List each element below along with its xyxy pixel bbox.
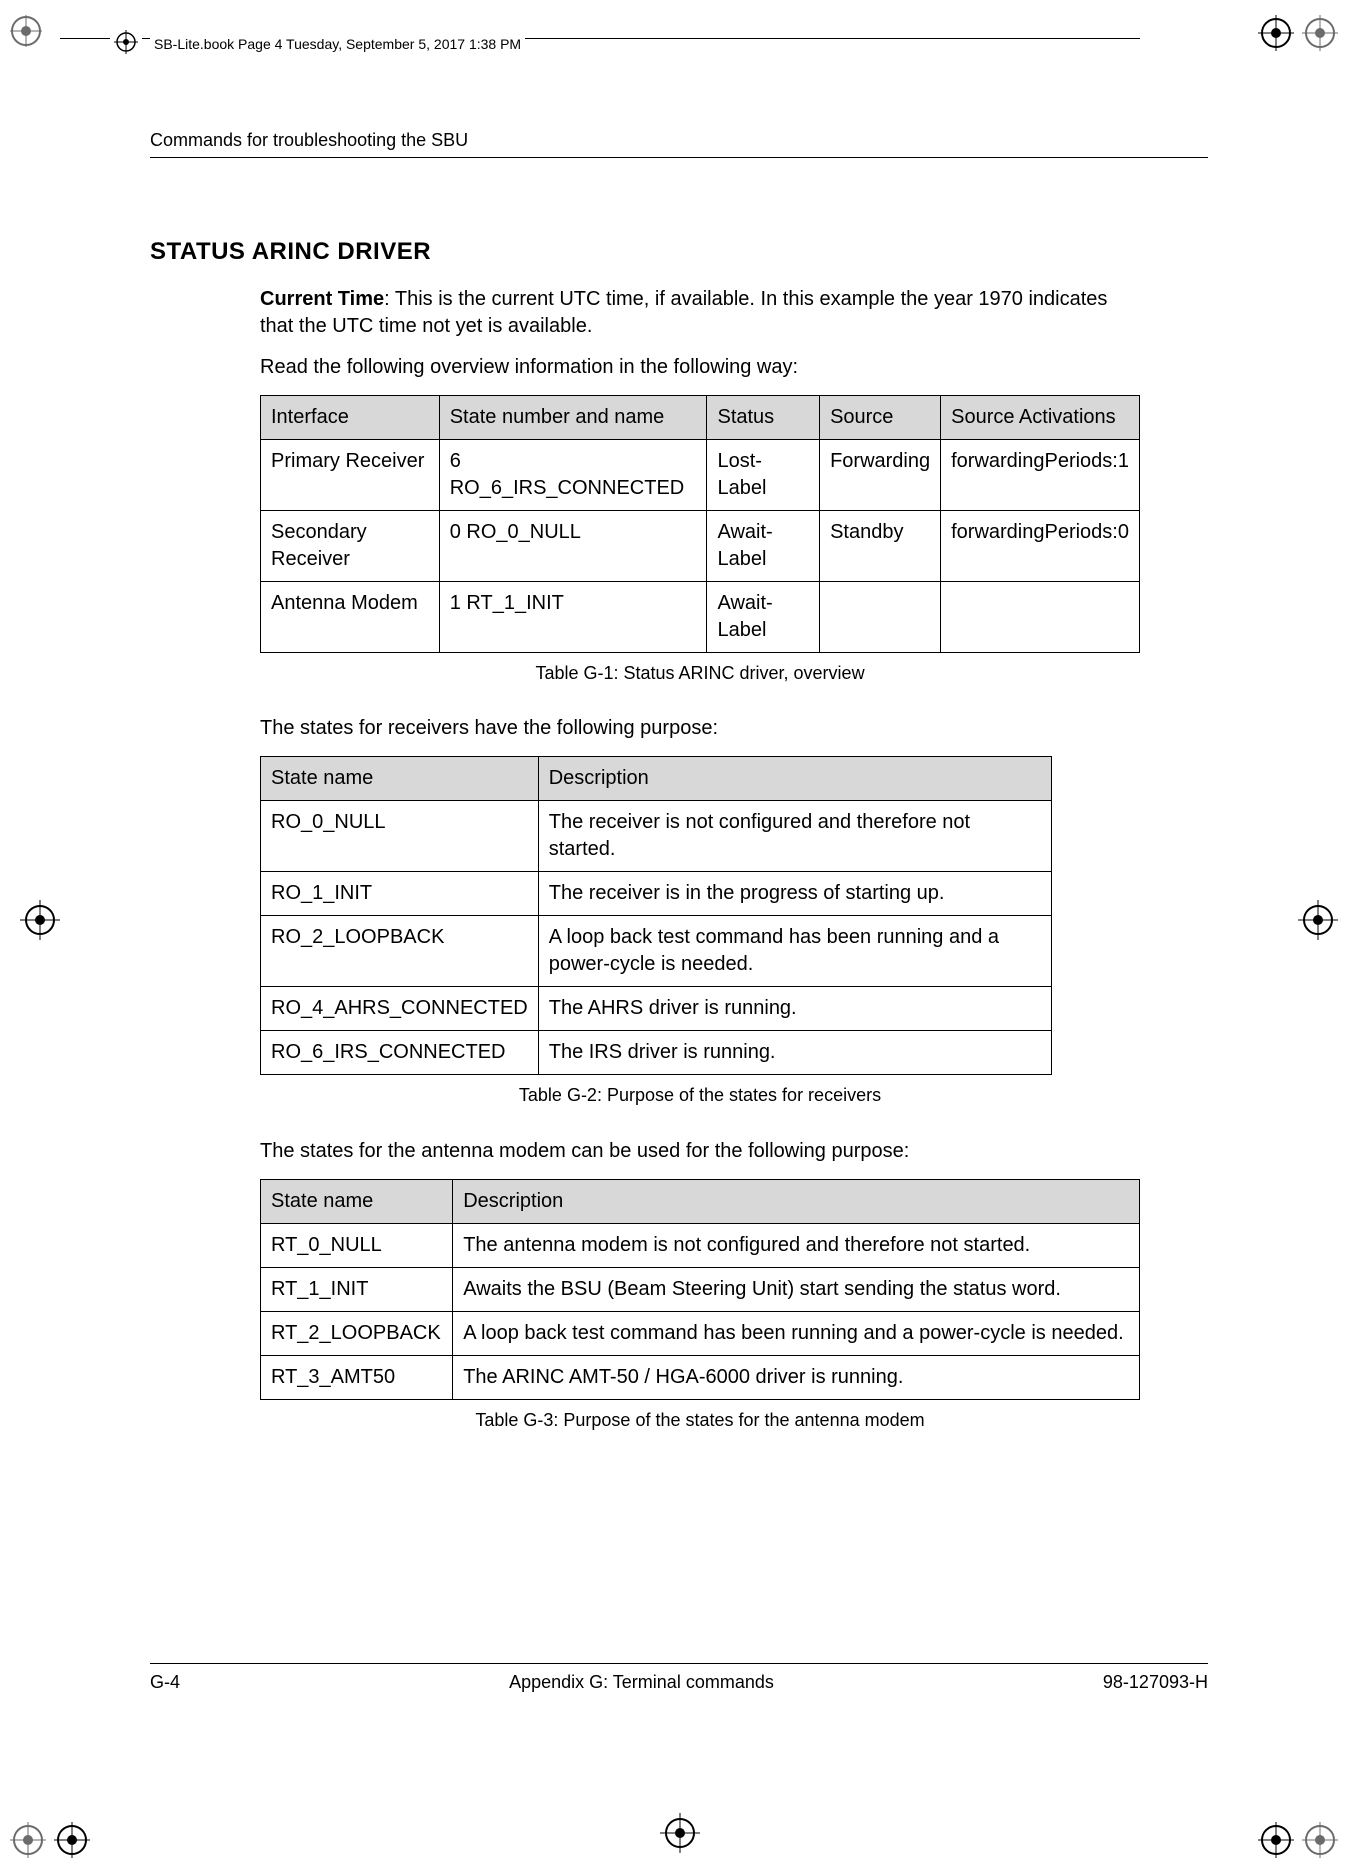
cell: A loop back test command has been runnin… <box>538 916 1051 987</box>
intro-p1-rest: : This is the current UTC time, if avail… <box>260 288 1107 337</box>
table-row: RO_4_AHRS_CONNECTEDThe AHRS driver is ru… <box>261 987 1052 1031</box>
cell: Lost-Label <box>707 440 820 511</box>
paragraph-3: The states for receivers have the follow… <box>260 715 1140 742</box>
cell: The antenna modem is not configured and … <box>453 1223 1140 1267</box>
cell: Primary Receiver <box>261 440 440 511</box>
cell: RO_4_AHRS_CONNECTED <box>261 987 539 1031</box>
paragraph-4: The states for the antenna modem can be … <box>260 1138 1140 1165</box>
table-row: RT_3_AMT50The ARINC AMT-50 / HGA-6000 dr… <box>261 1355 1140 1399</box>
table-row: Secondary Receiver 0 RO_0_NULL Await-Lab… <box>261 511 1140 582</box>
cell: RT_2_LOOPBACK <box>261 1311 453 1355</box>
t1-h4: Source Activations <box>941 396 1140 440</box>
t1-h0: Interface <box>261 396 440 440</box>
t1-h2: Status <box>707 396 820 440</box>
table-row: RT_0_NULLThe antenna modem is not config… <box>261 1223 1140 1267</box>
cell: Await-Label <box>707 582 820 653</box>
cell: RT_0_NULL <box>261 1223 453 1267</box>
reg-mark-top-right <box>1258 15 1348 71</box>
cell: Standby <box>820 511 941 582</box>
intro-paragraph-1: Current Time: This is the current UTC ti… <box>260 286 1140 340</box>
cell: forwardingPeriods:1 <box>941 440 1140 511</box>
cell <box>941 582 1140 653</box>
cell: RO_2_LOOPBACK <box>261 916 539 987</box>
footer-center: Appendix G: Terminal commands <box>509 1672 774 1693</box>
t3-h1: Description <box>453 1179 1140 1223</box>
reg-mark-mid-left <box>20 900 60 940</box>
cell: 0 RO_0_NULL <box>439 511 707 582</box>
footer-left: G-4 <box>150 1672 180 1693</box>
t1-h1: State number and name <box>439 396 707 440</box>
cell: RO_6_IRS_CONNECTED <box>261 1031 539 1075</box>
crosshair-icon <box>110 30 142 57</box>
running-head: Commands for troubleshooting the SBU <box>150 130 1208 158</box>
t3-h0: State name <box>261 1179 453 1223</box>
intro-paragraph-2: Read the following overview information … <box>260 354 1140 381</box>
t2-h0: State name <box>261 757 539 801</box>
cell: Forwarding <box>820 440 941 511</box>
table-arinc-overview: Interface State number and name Status S… <box>260 395 1140 653</box>
table1-caption: Table G-1: Status ARINC driver, overview <box>260 661 1140 685</box>
cell: A loop back test command has been runnin… <box>453 1311 1140 1355</box>
print-header-text: SB-Lite.book Page 4 Tuesday, September 5… <box>150 36 525 52</box>
table-antenna-states: State name Description RT_0_NULLThe ante… <box>260 1179 1140 1400</box>
reg-mark-mid-bottom <box>660 1813 700 1853</box>
cell: RO_0_NULL <box>261 801 539 872</box>
cell: The IRS driver is running. <box>538 1031 1051 1075</box>
cell: Awaits the BSU (Beam Steering Unit) star… <box>453 1267 1140 1311</box>
table-row: RO_0_NULLThe receiver is not configured … <box>261 801 1052 872</box>
table-row: RT_1_INITAwaits the BSU (Beam Steering U… <box>261 1267 1140 1311</box>
cell: 6 RO_6_IRS_CONNECTED <box>439 440 707 511</box>
cell: Antenna Modem <box>261 582 440 653</box>
reg-mark-bottom-right <box>1258 1802 1348 1858</box>
cell: The receiver is not configured and there… <box>538 801 1051 872</box>
reg-mark-bottom-left <box>10 1802 100 1858</box>
reg-mark-mid-right <box>1298 900 1338 940</box>
table-receiver-states: State name Description RO_0_NULLThe rece… <box>260 756 1052 1075</box>
table2-caption: Table G-2: Purpose of the states for rec… <box>260 1083 1140 1107</box>
cell: Await-Label <box>707 511 820 582</box>
cell <box>820 582 941 653</box>
cell: The receiver is in the progress of start… <box>538 872 1051 916</box>
cell: Secondary Receiver <box>261 511 440 582</box>
cell: 1 RT_1_INIT <box>439 582 707 653</box>
cell: The ARINC AMT-50 / HGA-6000 driver is ru… <box>453 1355 1140 1399</box>
table3-caption: Table G-3: Purpose of the states for the… <box>260 1408 1140 1432</box>
cell: RT_1_INIT <box>261 1267 453 1311</box>
table-row: RO_6_IRS_CONNECTEDThe IRS driver is runn… <box>261 1031 1052 1075</box>
page-footer: G-4 Appendix G: Terminal commands 98-127… <box>150 1663 1208 1693</box>
print-header: SB-Lite.book Page 4 Tuesday, September 5… <box>110 30 525 57</box>
reg-mark-top-left <box>10 15 66 71</box>
t2-h1: Description <box>538 757 1051 801</box>
table-row: Antenna Modem 1 RT_1_INIT Await-Label <box>261 582 1140 653</box>
footer-right: 98-127093-H <box>1103 1672 1208 1693</box>
cell: RT_3_AMT50 <box>261 1355 453 1399</box>
page-content: Commands for troubleshooting the SBU STA… <box>150 80 1208 1793</box>
t1-h3: Source <box>820 396 941 440</box>
cell: RO_1_INIT <box>261 872 539 916</box>
section-title: STATUS ARINC DRIVER <box>150 238 1208 266</box>
table-row: RO_2_LOOPBACKA loop back test command ha… <box>261 916 1052 987</box>
table-row: RT_2_LOOPBACKA loop back test command ha… <box>261 1311 1140 1355</box>
table-row: RO_1_INITThe receiver is in the progress… <box>261 872 1052 916</box>
cell: forwardingPeriods:0 <box>941 511 1140 582</box>
cell: The AHRS driver is running. <box>538 987 1051 1031</box>
current-time-label: Current Time <box>260 288 384 310</box>
table-row: Primary Receiver 6 RO_6_IRS_CONNECTED Lo… <box>261 440 1140 511</box>
